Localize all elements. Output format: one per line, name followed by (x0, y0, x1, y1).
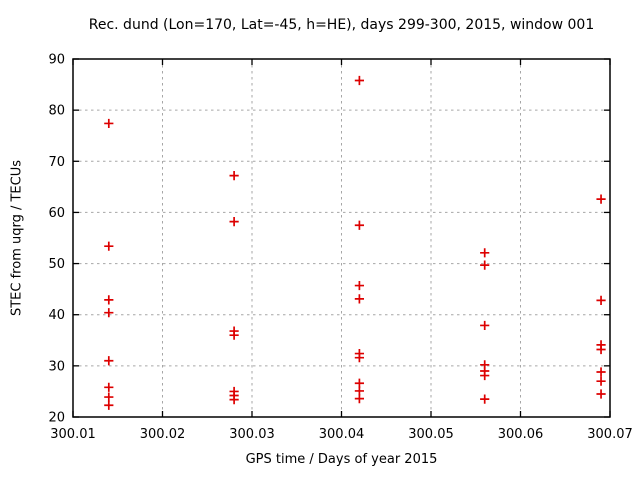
data-point-marker (354, 386, 364, 396)
x-tick-label: 300.07 (587, 427, 633, 442)
data-point-marker (596, 194, 606, 204)
x-tick-label: 300.01 (50, 427, 96, 442)
data-point-marker (480, 248, 490, 258)
data-point-marker (596, 367, 606, 377)
data-point-marker (480, 394, 490, 404)
data-point-marker (480, 370, 490, 381)
data-point-marker (229, 171, 239, 181)
data-point-marker (229, 395, 239, 405)
data-point-marker (104, 295, 114, 305)
x-tick-label: 300.04 (319, 427, 365, 442)
y-tick-label: 50 (48, 257, 65, 272)
data-point-marker (354, 294, 364, 304)
data-point-marker (354, 393, 364, 404)
data-point-marker (104, 400, 114, 410)
data-point-marker (354, 220, 364, 230)
x-axis-label: GPS time / Days of year 2015 (245, 452, 438, 467)
x-tick-label: 300.02 (140, 427, 186, 442)
data-point-marker (596, 376, 606, 386)
x-tick-label: 300.06 (498, 427, 544, 442)
data-point-marker (596, 389, 606, 399)
data-point-marker (354, 378, 364, 388)
data-point-marker (104, 241, 114, 251)
y-tick-label: 20 (48, 411, 65, 426)
y-tick-label: 30 (48, 359, 65, 374)
y-tick-label: 40 (48, 308, 65, 323)
data-point-marker (229, 217, 239, 227)
chart-title: Rec. dund (Lon=170, Lat=-45, h=HE), days… (88, 17, 595, 33)
data-point-marker (480, 320, 490, 331)
data-point-marker (354, 280, 364, 291)
y-tick-label: 90 (48, 53, 65, 68)
y-tick-label: 60 (48, 206, 65, 221)
data-point-marker (354, 75, 364, 86)
x-tick-label: 300.03 (229, 427, 275, 442)
data-point-marker (596, 295, 606, 305)
data-point-marker (229, 330, 239, 340)
y-tick-label: 70 (48, 155, 65, 170)
x-tick-label: 300.05 (408, 427, 454, 442)
data-point-marker (104, 356, 114, 366)
data-point-marker (104, 308, 114, 318)
plot-border (72, 58, 611, 418)
data-point-marker (596, 344, 606, 355)
y-tick-label: 80 (48, 104, 65, 119)
data-point-marker (104, 382, 114, 392)
data-point-marker (104, 118, 114, 129)
data-point-marker (104, 392, 114, 402)
data-point-marker (480, 260, 490, 270)
data-point-marker (354, 353, 364, 363)
